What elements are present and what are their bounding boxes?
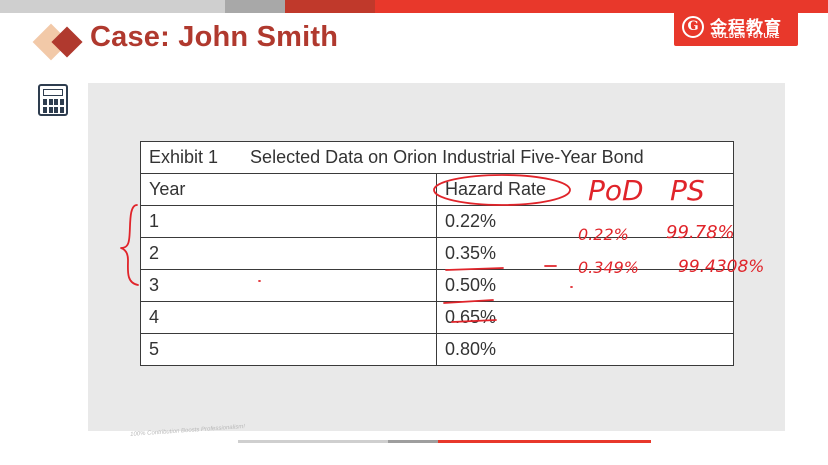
table-row: 1 0.22% bbox=[140, 205, 734, 238]
rate-cell: 0.22% bbox=[436, 205, 734, 238]
table-row: 4 0.65% bbox=[140, 301, 734, 334]
table-row: 3 0.50% bbox=[140, 269, 734, 302]
calculator-icon[interactable] bbox=[38, 84, 68, 116]
brand-logo: G 金程教育 GOLDEN FUTURE bbox=[674, 10, 798, 46]
exhibit-label: Exhibit 1 bbox=[149, 147, 219, 167]
footer-line-gray bbox=[238, 440, 388, 443]
top-color-strip bbox=[0, 0, 828, 13]
footer-slogan: PROFESSIONAL·INNOVATIVE·VALUE CREATING bbox=[510, 436, 614, 441]
rate-cell: 0.80% bbox=[436, 333, 734, 366]
year-cell: 4 bbox=[140, 301, 437, 334]
brand-name-en: GOLDEN FUTURE bbox=[712, 33, 781, 40]
slide-title: Case: John Smith bbox=[90, 21, 339, 53]
rate-cell: 0.35% bbox=[436, 237, 734, 270]
col-header-hazard-rate: Hazard Rate bbox=[436, 173, 734, 206]
rate-cell: 0.50% bbox=[436, 269, 734, 302]
rate-cell: 0.65% bbox=[436, 301, 734, 334]
year-cell: 5 bbox=[140, 333, 437, 366]
brand-mark-icon: G bbox=[682, 16, 704, 38]
year-cell: 2 bbox=[140, 237, 437, 270]
brand-name-cn: 金程教育 bbox=[710, 18, 782, 37]
year-cell: 1 bbox=[140, 205, 437, 238]
table-header-row: Year Hazard Rate bbox=[140, 173, 734, 206]
exhibit-caption: Selected Data on Orion Industrial Five-Y… bbox=[250, 147, 644, 167]
table-caption-row: Exhibit 1 Selected Data on Orion Industri… bbox=[140, 141, 734, 174]
table-row: 2 0.35% bbox=[140, 237, 734, 270]
col-header-year: Year bbox=[140, 173, 437, 206]
footer-line-red bbox=[438, 440, 651, 443]
year-cell: 3 bbox=[140, 269, 437, 302]
footer-line-gray2 bbox=[388, 440, 438, 443]
exhibit-table: Exhibit 1 Selected Data on Orion Industri… bbox=[140, 141, 734, 366]
table-row: 5 0.80% bbox=[140, 333, 734, 366]
